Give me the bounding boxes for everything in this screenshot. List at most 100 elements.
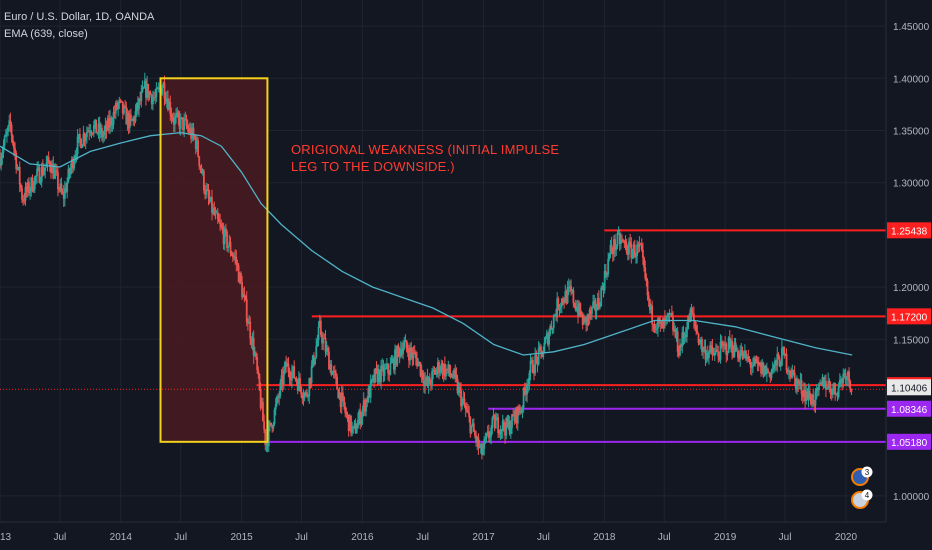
candle xyxy=(97,117,100,139)
candle-body xyxy=(831,388,834,395)
candle-body xyxy=(436,362,439,370)
candle xyxy=(726,350,729,361)
price-label-1.25438[interactable]: 1.25438 xyxy=(887,222,931,239)
candle-body xyxy=(149,92,152,95)
candle-body xyxy=(36,169,38,176)
candle xyxy=(270,422,272,427)
candle xyxy=(648,298,651,314)
candle-body xyxy=(527,383,530,386)
ema-line[interactable] xyxy=(0,131,853,356)
candle-body xyxy=(99,127,102,134)
candle xyxy=(310,360,313,388)
weakness-box-border[interactable] xyxy=(159,77,269,443)
price-axis[interactable]: 1.450001.400001.350001.300001.200001.150… xyxy=(885,0,932,550)
candle xyxy=(531,356,534,374)
candle-body xyxy=(496,417,498,420)
event-markers[interactable]: 34 xyxy=(851,466,873,509)
candle xyxy=(149,90,152,96)
candle xyxy=(162,81,165,89)
candle-body xyxy=(311,355,314,366)
candle xyxy=(800,373,803,401)
candle-body xyxy=(114,102,117,114)
time-axis[interactable]: 2013Jul2014Jul2015Jul2016Jul2017Jul2018J… xyxy=(0,521,932,550)
candle-body xyxy=(399,349,402,357)
candle-body xyxy=(683,334,686,338)
candle-body xyxy=(67,168,70,182)
candle xyxy=(355,422,358,434)
candle-body xyxy=(820,383,823,385)
symbol-title[interactable]: Euro / U.S. Dollar, 1D, OANDA xyxy=(4,11,155,23)
candle-body xyxy=(405,340,408,349)
candle xyxy=(198,155,201,170)
candle xyxy=(702,346,705,359)
weakness-box-fill xyxy=(160,78,268,442)
candle xyxy=(469,416,472,438)
candle-body xyxy=(1,152,4,159)
candle-body xyxy=(343,396,345,407)
candle-body xyxy=(324,338,327,352)
candle-body xyxy=(143,80,146,89)
ema-indicator-label[interactable]: EMA (639, close) xyxy=(4,28,88,40)
candle-body xyxy=(477,437,480,448)
candle xyxy=(431,367,433,390)
candle-body xyxy=(557,298,560,310)
candle-body xyxy=(379,369,381,382)
candle-body xyxy=(564,291,567,304)
candle-body xyxy=(512,414,515,417)
candle-body xyxy=(462,398,465,400)
price-label-1.08346[interactable]: 1.08346 xyxy=(887,400,931,417)
candle xyxy=(13,140,15,157)
candle xyxy=(169,95,172,121)
candle xyxy=(449,365,452,379)
candle xyxy=(366,396,369,408)
candle xyxy=(792,369,795,376)
price-label-1.17200[interactable]: 1.17200 xyxy=(887,308,931,325)
candle xyxy=(486,425,489,437)
candle xyxy=(592,294,594,309)
candle xyxy=(148,90,151,101)
candle xyxy=(587,313,590,327)
candle-body xyxy=(584,317,586,319)
candle xyxy=(835,392,838,396)
candle xyxy=(21,185,23,204)
candle xyxy=(485,432,488,443)
candle xyxy=(6,128,8,143)
candle xyxy=(575,300,578,313)
candle-body xyxy=(754,358,757,360)
chart-legend: Euro / U.S. Dollar, 1D, OANDA EMA (639, … xyxy=(4,9,154,43)
candle xyxy=(681,326,684,354)
candle xyxy=(618,229,621,252)
candle-body xyxy=(77,134,80,137)
candle xyxy=(358,408,360,426)
candle-body xyxy=(107,118,110,128)
candle-body xyxy=(7,126,10,132)
candle-body xyxy=(821,377,824,385)
price-label-1.05180[interactable]: 1.05180 xyxy=(887,433,931,450)
candle-body xyxy=(409,347,411,361)
candle-body xyxy=(443,363,446,377)
candle-body xyxy=(73,160,76,169)
candle-body xyxy=(464,406,467,410)
candle xyxy=(112,106,115,130)
price-label-1.10406[interactable]: 1.10406 xyxy=(887,379,931,396)
candle xyxy=(757,356,760,372)
candle-body xyxy=(467,410,469,413)
candle xyxy=(405,339,408,353)
us-flag-event-icon[interactable]: 4 xyxy=(851,489,873,509)
candle xyxy=(168,98,171,111)
candle xyxy=(164,92,167,105)
candle-body xyxy=(637,244,640,248)
candle xyxy=(24,181,27,206)
candle-body xyxy=(363,400,366,412)
candle-body xyxy=(673,328,676,331)
candle-body xyxy=(129,114,132,120)
candle xyxy=(377,364,380,385)
candle-body xyxy=(95,119,98,134)
candle-body xyxy=(762,362,765,377)
weakness-annotation[interactable]: ORIGIONAL WEAKNESS (INITIAL IMPULSE LEG … xyxy=(291,141,559,175)
earnings-event-icon[interactable]: 3 xyxy=(851,466,873,486)
candle-body xyxy=(593,300,596,302)
candle-body xyxy=(44,167,47,171)
